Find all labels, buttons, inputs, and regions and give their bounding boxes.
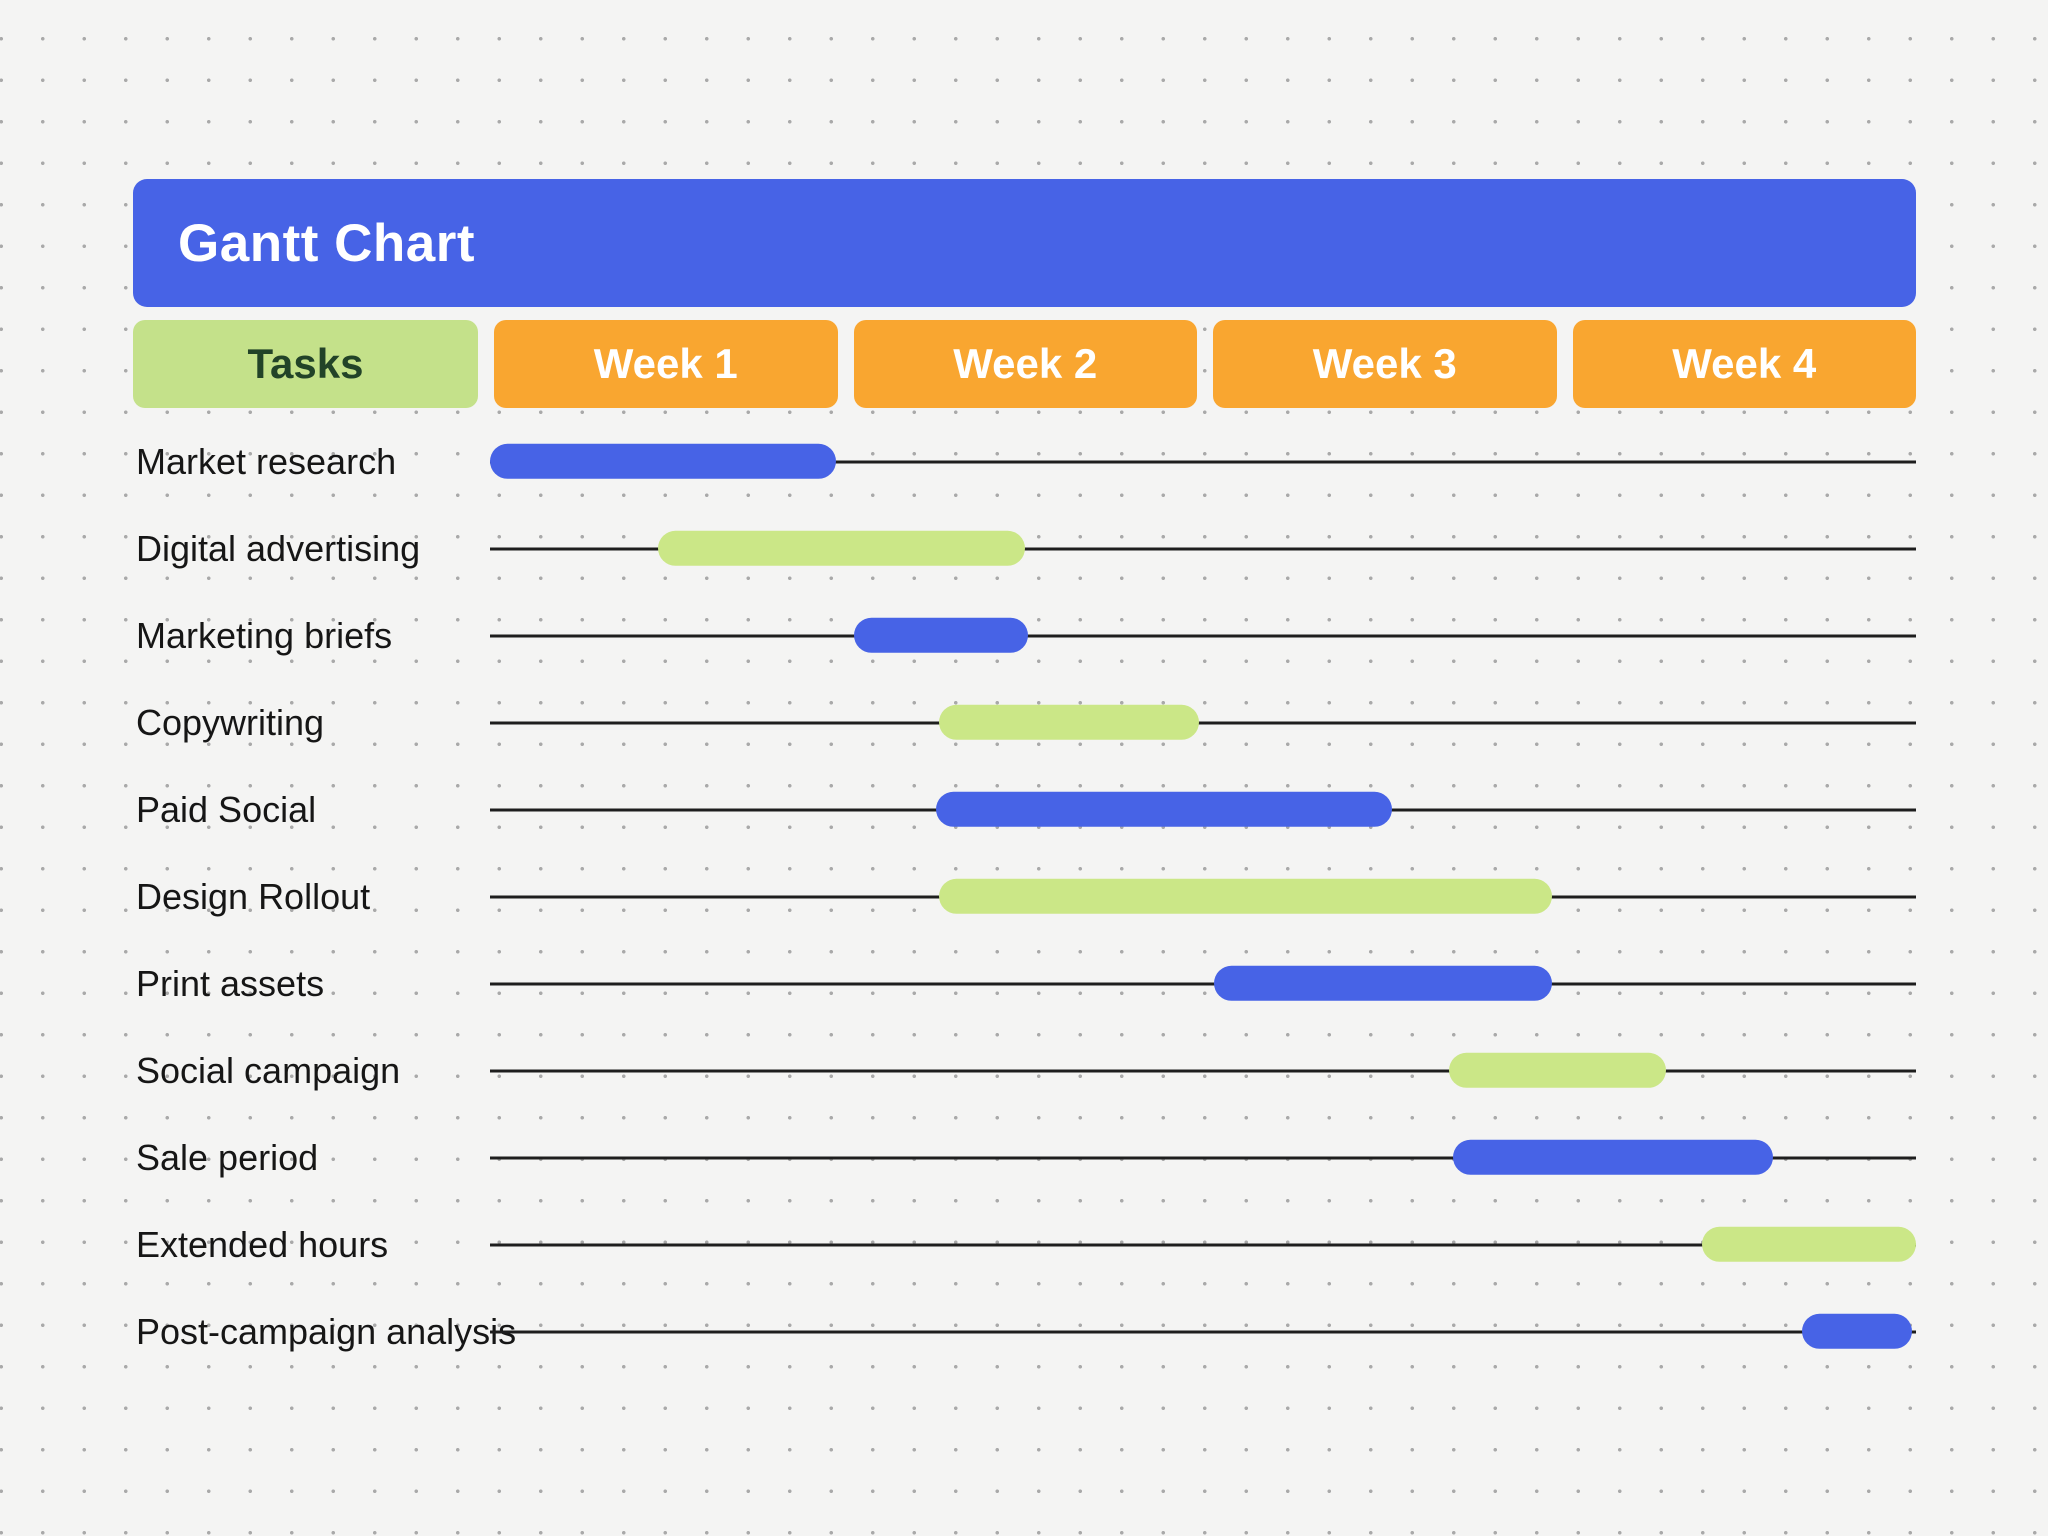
task-baseline (490, 634, 1916, 637)
gantt-bar (1702, 1226, 1916, 1262)
task-timeline-track (490, 505, 1916, 592)
task-row: Digital advertising (133, 505, 1916, 592)
column-header-week-2: Week 2 (853, 320, 1197, 408)
task-baseline (490, 1156, 1916, 1159)
column-header-week-1: Week 1 (494, 320, 838, 408)
gantt-bar (853, 617, 1029, 653)
task-row: Sale period (133, 1114, 1916, 1201)
task-timeline-track (490, 679, 1916, 766)
task-label: Digital advertising (136, 527, 421, 569)
task-row: Design Rollout (133, 853, 1916, 940)
gantt-bar (1448, 1052, 1667, 1088)
task-label: Marketing briefs (136, 614, 393, 656)
task-timeline-track (490, 1288, 1916, 1375)
task-row: Market research (133, 418, 1916, 505)
gantt-bar (1801, 1313, 1913, 1349)
task-label: Social campaign (136, 1049, 401, 1091)
gantt-bar (490, 443, 836, 479)
gantt-bar (1213, 965, 1553, 1001)
task-baseline (490, 1069, 1916, 1072)
task-timeline-track (490, 766, 1916, 853)
task-timeline-track (490, 592, 1916, 679)
gantt-bar (939, 704, 1200, 740)
page-title: Gantt Chart (178, 213, 475, 273)
task-label: Post-campaign analysis (136, 1310, 517, 1352)
task-baseline (490, 721, 1916, 724)
gantt-bar (1452, 1139, 1774, 1175)
task-label: Print assets (136, 962, 325, 1004)
task-label: Market research (136, 440, 397, 482)
task-row: Post-campaign analysis (133, 1288, 1916, 1375)
column-header-week-4: Week 4 (1572, 320, 1916, 408)
gantt-bar (939, 878, 1553, 914)
task-row: Copywriting (133, 679, 1916, 766)
task-timeline-track (490, 1201, 1916, 1288)
task-baseline (490, 982, 1916, 985)
task-label: Paid Social (136, 788, 317, 830)
task-timeline-track (490, 1027, 1916, 1114)
column-header-row: Tasks Week 1 Week 2 Week 3 Week 4 (133, 320, 1916, 408)
task-timeline-track (490, 418, 1916, 505)
task-timeline-track (490, 1114, 1916, 1201)
task-baseline (490, 1243, 1916, 1246)
task-row: Extended hours (133, 1201, 1916, 1288)
task-label: Copywriting (136, 701, 325, 743)
task-row: Print assets (133, 940, 1916, 1027)
task-row: Paid Social (133, 766, 1916, 853)
task-row: Social campaign (133, 1027, 1916, 1114)
gantt-rows: Market research Digital advertising Market… (133, 418, 1916, 1375)
gantt-bar (935, 791, 1392, 827)
task-timeline-track (490, 940, 1916, 1027)
task-baseline (490, 547, 1916, 550)
task-label: Extended hours (136, 1223, 389, 1265)
task-baseline (490, 1330, 1916, 1333)
column-header-week-3: Week 3 (1213, 320, 1557, 408)
gantt-bar (657, 530, 1025, 566)
task-row: Marketing briefs (133, 592, 1916, 679)
task-label: Design Rollout (136, 875, 371, 917)
task-label: Sale period (136, 1136, 319, 1178)
column-header-tasks: Tasks (133, 320, 478, 408)
title-banner: Gantt Chart (133, 179, 1916, 307)
task-baseline (490, 460, 1916, 463)
task-timeline-track (490, 853, 1916, 940)
